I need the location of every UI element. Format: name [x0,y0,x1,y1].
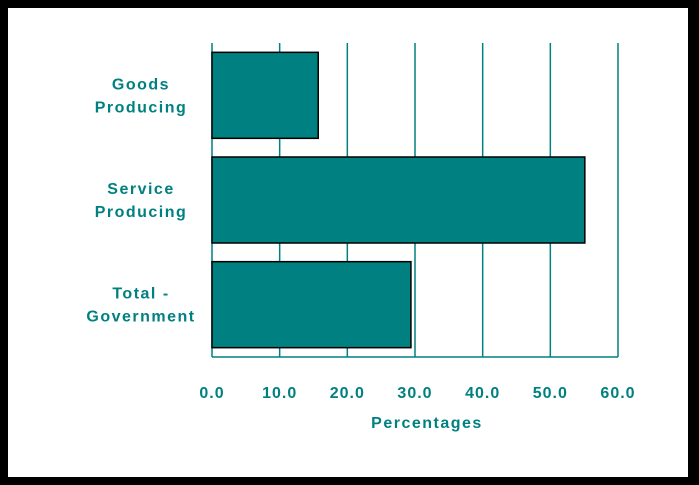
bar [211,156,586,244]
x-tick-label: 0.0 [199,385,224,402]
x-axis-label: Percentages [371,415,483,432]
x-tick-label: 10.0 [262,385,297,402]
x-tick-label: 60.0 [600,385,635,402]
category-labels: Goods Producing Service Producing Total -Gov… [86,76,195,326]
bar [211,51,319,140]
category-label: Goods Producing [95,76,188,116]
category-label: Total -Government [86,286,195,326]
x-tick-labels: 0.0 10.0 20.0 30.0 40.0 50.0 60.0 [199,385,635,402]
x-tick-label: 40.0 [465,385,500,402]
x-tick-label: 50.0 [533,385,568,402]
x-tick-label: 30.0 [397,385,432,402]
x-tick-label: 20.0 [330,385,365,402]
category-label: Service Producing [95,181,188,221]
bar [211,260,412,349]
bars [211,51,586,349]
